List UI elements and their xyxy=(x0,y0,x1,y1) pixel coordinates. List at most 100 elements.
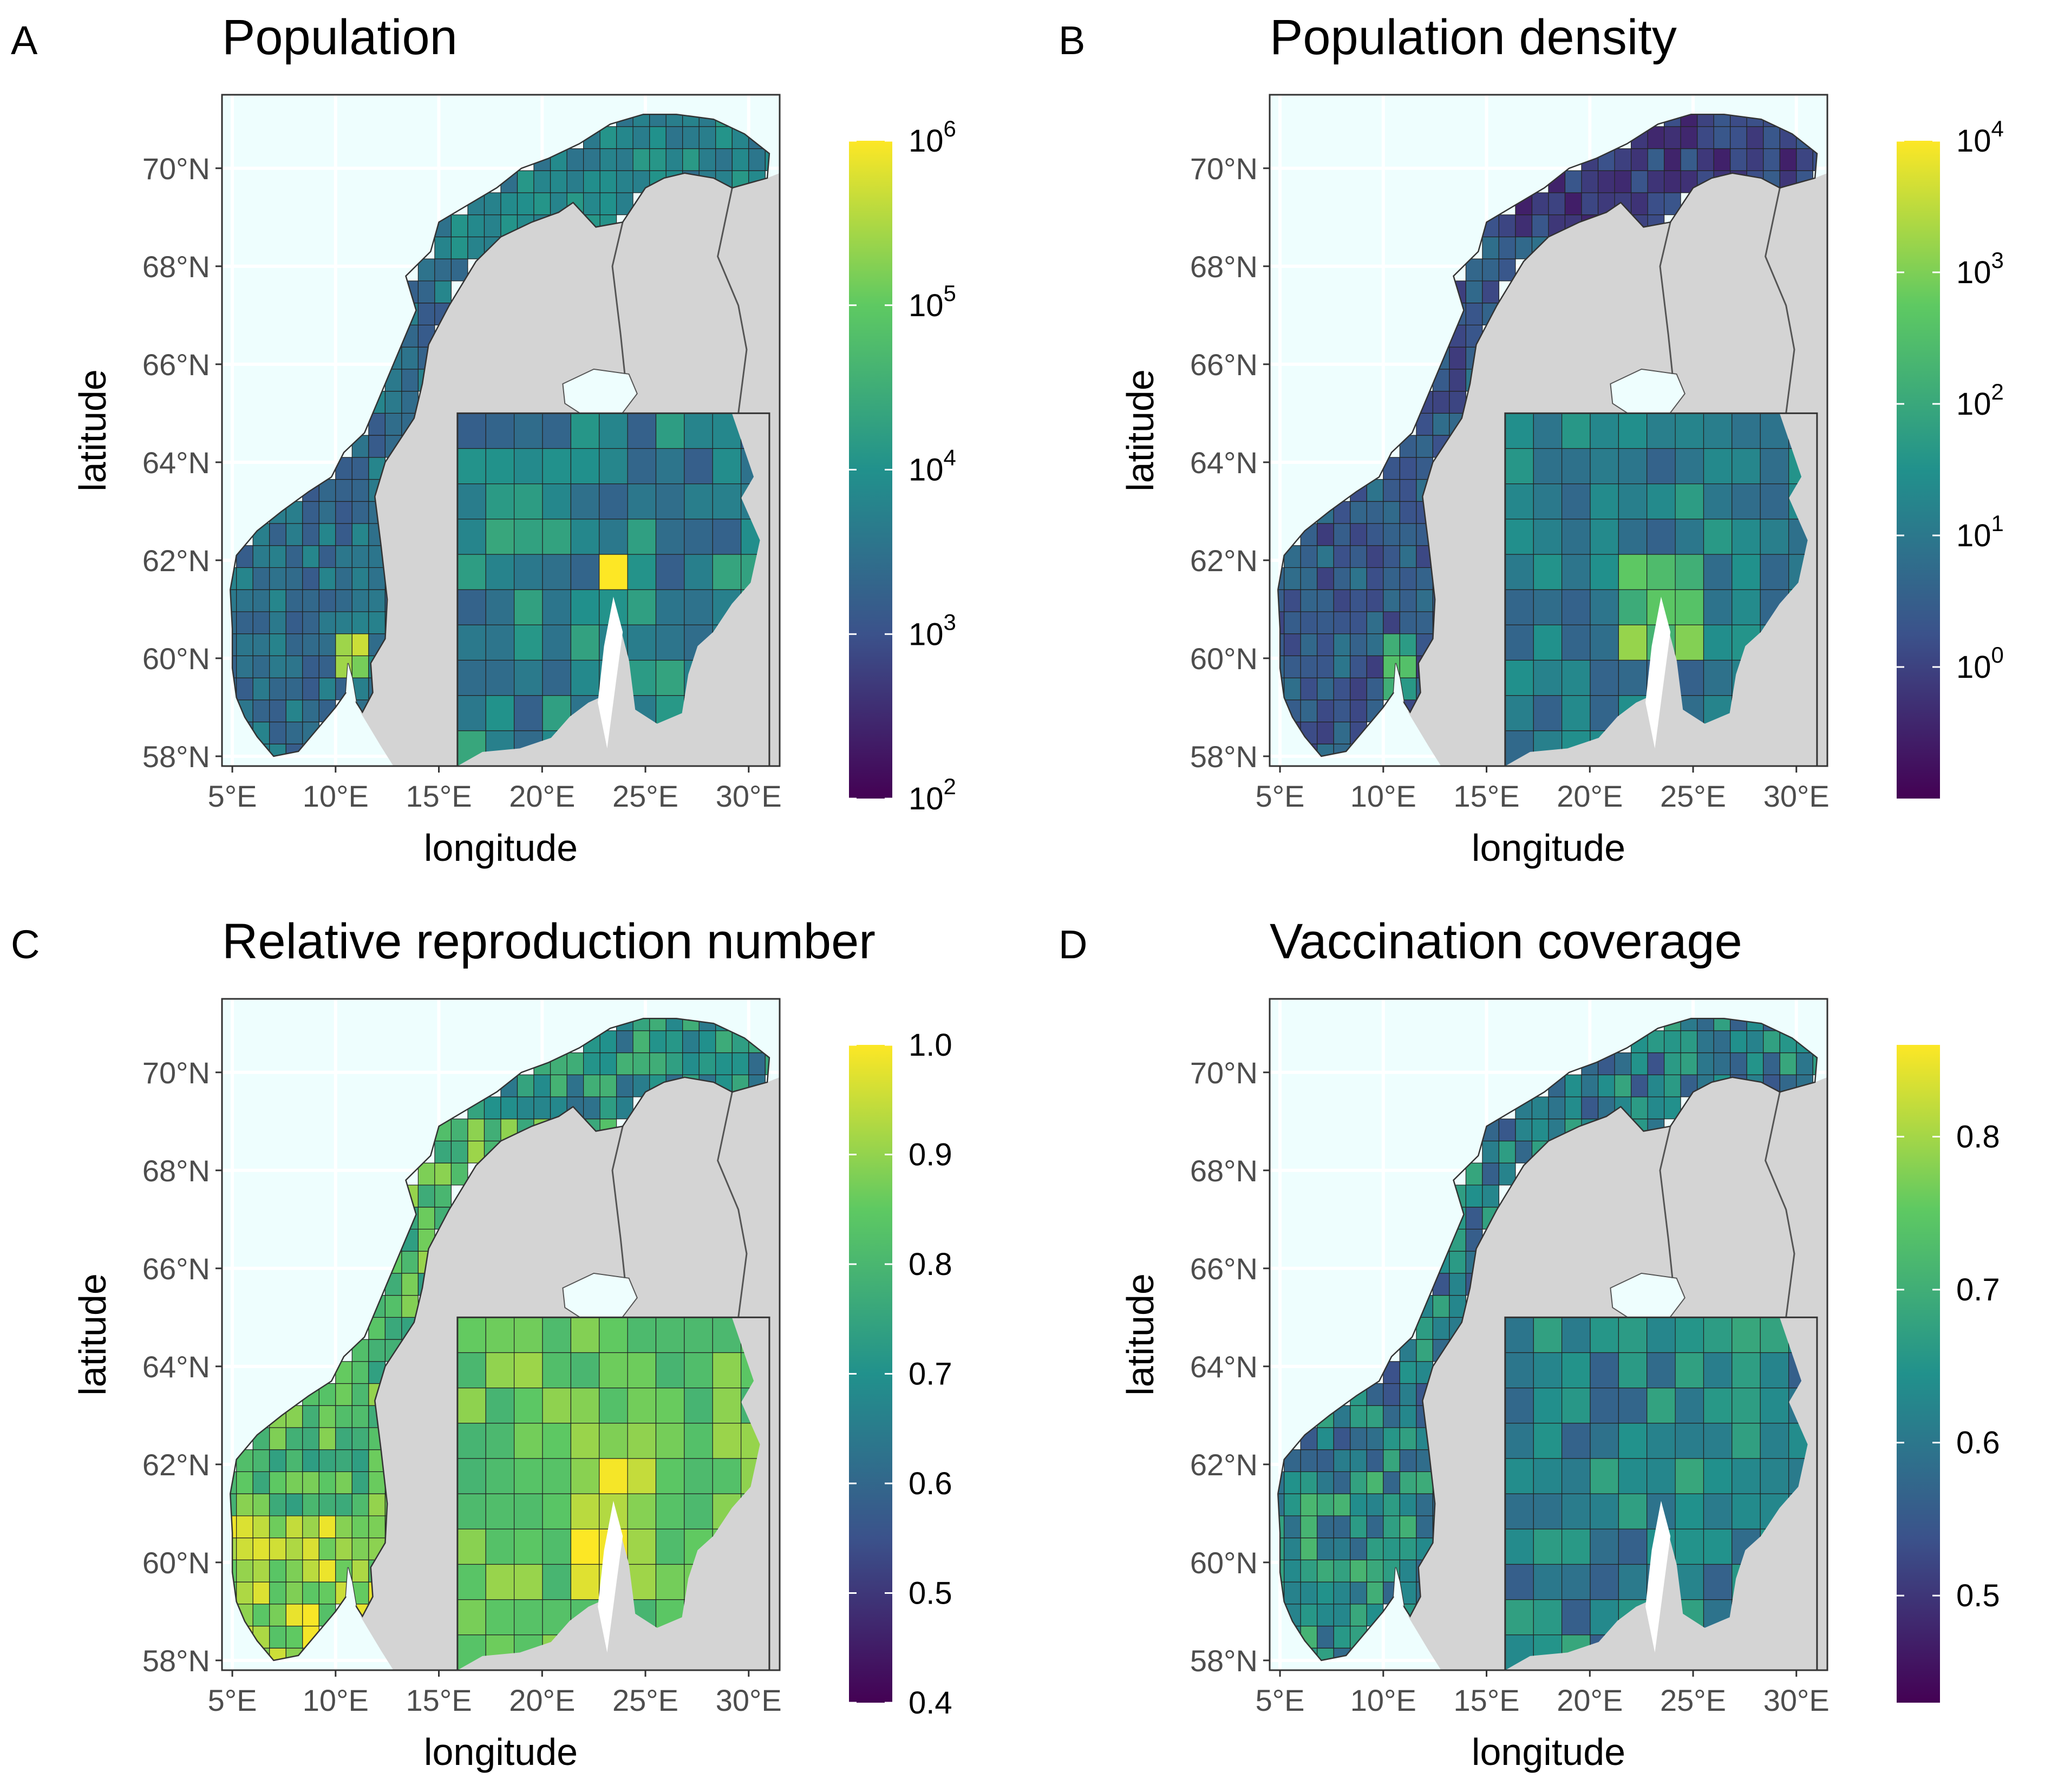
municipality xyxy=(1350,656,1367,678)
municipality xyxy=(1317,1604,1334,1626)
inset-municipality xyxy=(1562,484,1590,519)
inset-municipality xyxy=(1647,1423,1675,1459)
inset-municipality xyxy=(656,1353,684,1388)
municipality xyxy=(1284,1494,1301,1516)
municipality xyxy=(1284,612,1301,634)
inset-municipality xyxy=(514,1494,543,1529)
inset-municipality xyxy=(571,519,599,554)
municipality xyxy=(666,1053,683,1075)
municipality xyxy=(286,1560,303,1582)
inset-municipality xyxy=(1533,1459,1562,1494)
inset-municipality xyxy=(571,1494,599,1529)
municipality xyxy=(749,149,766,171)
inset-municipality xyxy=(486,1423,514,1459)
municipality xyxy=(253,590,270,612)
municipality xyxy=(1317,678,1334,700)
municipality xyxy=(1763,1053,1780,1075)
municipality xyxy=(253,1450,270,1472)
inset-municipality xyxy=(486,484,514,519)
inset-municipality xyxy=(684,1353,713,1388)
municipality xyxy=(319,524,336,546)
inset-municipality xyxy=(1704,1565,1732,1600)
municipality xyxy=(501,193,518,215)
municipality xyxy=(270,634,286,656)
municipality xyxy=(286,546,303,568)
colorbar-tick-label: 101 xyxy=(1956,511,2004,553)
y-tick-label: 68°N xyxy=(142,250,210,284)
municipality xyxy=(270,1560,286,1582)
municipality xyxy=(1648,149,1664,171)
municipality xyxy=(1433,1317,1449,1339)
colorbar-tick-label: 103 xyxy=(1956,247,2004,290)
municipality xyxy=(485,1119,501,1141)
municipality xyxy=(1631,193,1648,215)
colorbar-tick-label: 104 xyxy=(1956,116,2004,159)
municipality xyxy=(1367,524,1383,546)
municipality xyxy=(1664,1075,1681,1097)
municipality xyxy=(336,590,352,612)
inset-municipality xyxy=(1533,449,1562,484)
colorbar xyxy=(1897,141,1940,799)
y-axis-label: latitude xyxy=(71,369,114,492)
x-tick-label: 25°E xyxy=(612,779,678,813)
inset-municipality xyxy=(628,590,656,625)
municipality xyxy=(352,1494,369,1516)
inset-municipality xyxy=(1562,1494,1590,1529)
municipality xyxy=(1350,1471,1367,1494)
municipality xyxy=(1449,347,1466,369)
municipality xyxy=(1400,1405,1416,1428)
municipality xyxy=(319,546,336,568)
inset-municipality xyxy=(543,519,571,554)
municipality xyxy=(1317,1516,1334,1538)
y-tick-label: 66°N xyxy=(1190,1252,1258,1286)
inset-municipality xyxy=(1675,625,1703,660)
panel-title-c: Relative reproduction number xyxy=(222,915,876,969)
municipality xyxy=(1317,1560,1334,1582)
municipality xyxy=(1284,1471,1301,1494)
municipality xyxy=(1301,1604,1317,1626)
municipality xyxy=(1334,700,1350,722)
municipality xyxy=(237,1538,253,1560)
inset-municipality xyxy=(1618,1423,1647,1459)
municipality xyxy=(1383,480,1400,502)
municipality xyxy=(1334,1626,1350,1649)
municipality xyxy=(336,1494,352,1516)
municipality xyxy=(253,656,270,678)
y-tick-label: 68°N xyxy=(1190,250,1258,284)
municipality xyxy=(1664,1053,1681,1075)
inset-municipality xyxy=(514,1529,543,1564)
inset-municipality xyxy=(571,1317,599,1352)
municipality xyxy=(286,1428,303,1450)
municipality xyxy=(584,1097,600,1119)
inset-municipality xyxy=(1533,1423,1562,1459)
municipality xyxy=(237,1560,253,1582)
municipality xyxy=(303,1471,319,1494)
municipality xyxy=(1466,281,1482,303)
inset-municipality xyxy=(1647,413,1675,448)
municipality xyxy=(319,1560,336,1582)
inset-municipality xyxy=(656,413,684,448)
y-tick-label: 64°N xyxy=(1190,446,1258,480)
municipality xyxy=(1301,1582,1317,1604)
inset-municipality xyxy=(458,1494,486,1529)
municipality xyxy=(584,1053,600,1075)
municipality xyxy=(1317,1471,1334,1494)
inset-municipality xyxy=(486,1388,514,1423)
municipality xyxy=(237,590,253,612)
municipality xyxy=(319,1516,336,1538)
inset-municipality xyxy=(599,1388,628,1423)
municipality xyxy=(1549,193,1565,215)
inset-municipality xyxy=(599,413,628,448)
municipality xyxy=(1763,127,1780,149)
y-tick-label: 70°N xyxy=(142,152,210,186)
inset-municipality xyxy=(543,1459,571,1494)
inset-municipality xyxy=(1505,696,1533,731)
municipality xyxy=(1763,1031,1780,1053)
inset-municipality xyxy=(1562,1600,1590,1635)
inset-municipality xyxy=(1590,554,1618,590)
municipality xyxy=(286,634,303,656)
municipality xyxy=(1301,1516,1317,1538)
x-tick-label: 5°E xyxy=(1256,1683,1305,1717)
municipality xyxy=(286,1604,303,1626)
municipality xyxy=(1681,127,1697,149)
